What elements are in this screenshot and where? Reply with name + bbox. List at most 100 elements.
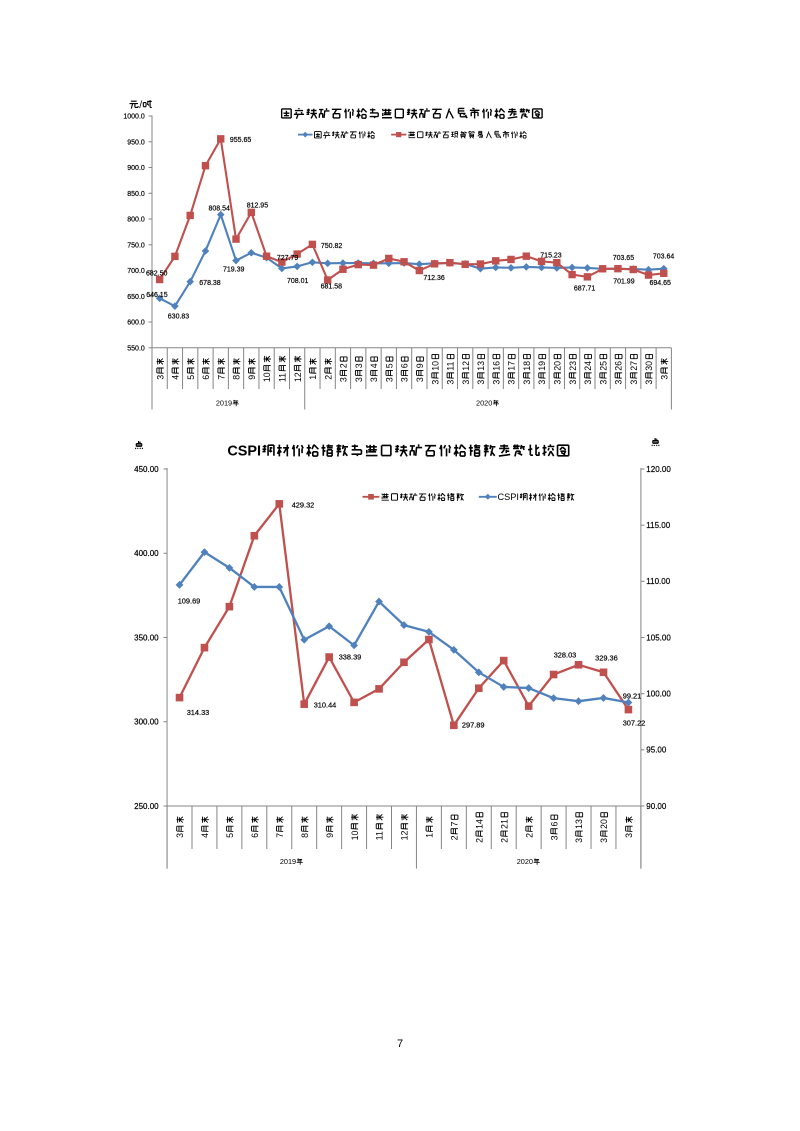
svg-text:3: 3 xyxy=(491,380,501,385)
svg-text:701.99: 701.99 xyxy=(613,279,635,286)
svg-text:955.65: 955.65 xyxy=(230,137,252,144)
svg-text:6: 6 xyxy=(201,375,211,380)
svg-text:400.00: 400.00 xyxy=(134,549,159,558)
svg-text:715.23: 715.23 xyxy=(540,252,562,259)
svg-text:808.54: 808.54 xyxy=(208,205,230,212)
svg-text:20: 20 xyxy=(553,361,563,371)
svg-text:3: 3 xyxy=(629,380,639,385)
svg-text:630.83: 630.83 xyxy=(168,313,190,320)
svg-text:9: 9 xyxy=(415,363,425,368)
svg-text:2: 2 xyxy=(499,838,509,843)
svg-text:7: 7 xyxy=(275,833,285,838)
svg-text:19: 19 xyxy=(537,361,547,371)
svg-text:3: 3 xyxy=(354,377,364,382)
svg-text:9: 9 xyxy=(247,375,257,380)
svg-text:1: 1 xyxy=(308,375,318,380)
svg-text:3: 3 xyxy=(574,838,584,843)
svg-text:18: 18 xyxy=(522,361,532,371)
svg-text:3: 3 xyxy=(549,835,559,840)
svg-text:3: 3 xyxy=(369,377,379,382)
svg-text:3: 3 xyxy=(537,380,547,385)
svg-text:27: 27 xyxy=(629,361,639,371)
svg-text:600.0: 600.0 xyxy=(127,320,145,327)
svg-text:687.71: 687.71 xyxy=(574,286,596,293)
svg-text:2020: 2020 xyxy=(517,857,533,866)
svg-text:3: 3 xyxy=(614,380,624,385)
svg-text:719.39: 719.39 xyxy=(223,267,245,274)
svg-text:750.0: 750.0 xyxy=(127,242,145,249)
svg-text:13: 13 xyxy=(476,361,486,371)
svg-text:900.0: 900.0 xyxy=(127,165,145,172)
svg-text:2: 2 xyxy=(524,833,534,838)
svg-text:3: 3 xyxy=(155,375,165,380)
svg-text:CSPI: CSPI xyxy=(498,492,519,502)
svg-text:7: 7 xyxy=(216,375,226,380)
svg-text:20: 20 xyxy=(599,819,609,829)
svg-text:/: / xyxy=(139,99,142,111)
svg-text:4: 4 xyxy=(200,833,210,838)
svg-text:30: 30 xyxy=(644,361,654,371)
svg-text:6: 6 xyxy=(250,833,260,838)
svg-text:727.79: 727.79 xyxy=(277,255,299,262)
svg-text:2: 2 xyxy=(339,363,349,368)
svg-text:8: 8 xyxy=(300,833,310,838)
svg-text:115.00: 115.00 xyxy=(646,521,670,530)
svg-text:700.0: 700.0 xyxy=(127,268,145,275)
svg-text:682.50: 682.50 xyxy=(146,271,168,278)
svg-text:8: 8 xyxy=(232,375,242,380)
svg-text:11: 11 xyxy=(278,373,288,382)
svg-text:4: 4 xyxy=(369,363,379,368)
svg-text:5: 5 xyxy=(384,363,394,368)
svg-text:310.44: 310.44 xyxy=(314,700,337,709)
svg-text:297.89: 297.89 xyxy=(462,721,485,730)
svg-text:9: 9 xyxy=(325,833,335,838)
svg-text:3: 3 xyxy=(624,833,634,838)
svg-text:950.0: 950.0 xyxy=(127,139,145,146)
svg-text:10: 10 xyxy=(262,372,272,382)
svg-text:3: 3 xyxy=(598,380,608,385)
svg-text:429.32: 429.32 xyxy=(292,501,315,510)
svg-text:2019: 2019 xyxy=(280,857,296,866)
svg-text:6: 6 xyxy=(549,822,559,827)
svg-text:328.03: 328.03 xyxy=(554,651,577,660)
svg-text:338.39: 338.39 xyxy=(339,652,362,661)
svg-text:3: 3 xyxy=(430,380,440,385)
svg-text:100.00: 100.00 xyxy=(646,690,671,699)
svg-text:2: 2 xyxy=(323,375,333,380)
svg-text:2020: 2020 xyxy=(476,399,492,408)
svg-text:3: 3 xyxy=(568,380,578,385)
svg-text:2: 2 xyxy=(474,838,484,843)
svg-text:5: 5 xyxy=(186,375,196,380)
svg-text:2: 2 xyxy=(450,835,460,840)
svg-text:24: 24 xyxy=(583,361,593,371)
svg-text:703.64: 703.64 xyxy=(653,254,675,261)
svg-text:250.00: 250.00 xyxy=(134,802,159,811)
svg-text:17: 17 xyxy=(507,361,517,371)
svg-text:3: 3 xyxy=(476,380,486,385)
svg-text:750.82: 750.82 xyxy=(321,243,343,250)
svg-text:13: 13 xyxy=(574,819,584,829)
svg-text:10: 10 xyxy=(350,830,360,840)
svg-text:678.38: 678.38 xyxy=(199,280,221,287)
svg-text:12: 12 xyxy=(461,361,471,371)
svg-text:3: 3 xyxy=(384,377,394,382)
svg-text:350.00: 350.00 xyxy=(134,633,159,642)
svg-text:3: 3 xyxy=(553,380,563,385)
svg-text:11: 11 xyxy=(446,362,456,371)
svg-text:120.00: 120.00 xyxy=(646,465,671,474)
svg-text:10: 10 xyxy=(430,361,440,371)
svg-text:3: 3 xyxy=(659,375,669,380)
svg-text:12: 12 xyxy=(400,830,410,840)
svg-text:850.0: 850.0 xyxy=(127,191,145,198)
svg-text:3: 3 xyxy=(599,838,609,843)
svg-text:712.36: 712.36 xyxy=(423,275,445,282)
svg-text:CSPI: CSPI xyxy=(227,443,261,459)
svg-text:25: 25 xyxy=(598,361,608,371)
svg-text:7: 7 xyxy=(450,822,460,827)
svg-text:1: 1 xyxy=(425,833,435,838)
svg-text:11: 11 xyxy=(375,831,385,840)
svg-text:3: 3 xyxy=(583,380,593,385)
svg-text:4: 4 xyxy=(171,375,181,380)
svg-text:3: 3 xyxy=(415,377,425,382)
svg-text:3: 3 xyxy=(522,380,532,385)
